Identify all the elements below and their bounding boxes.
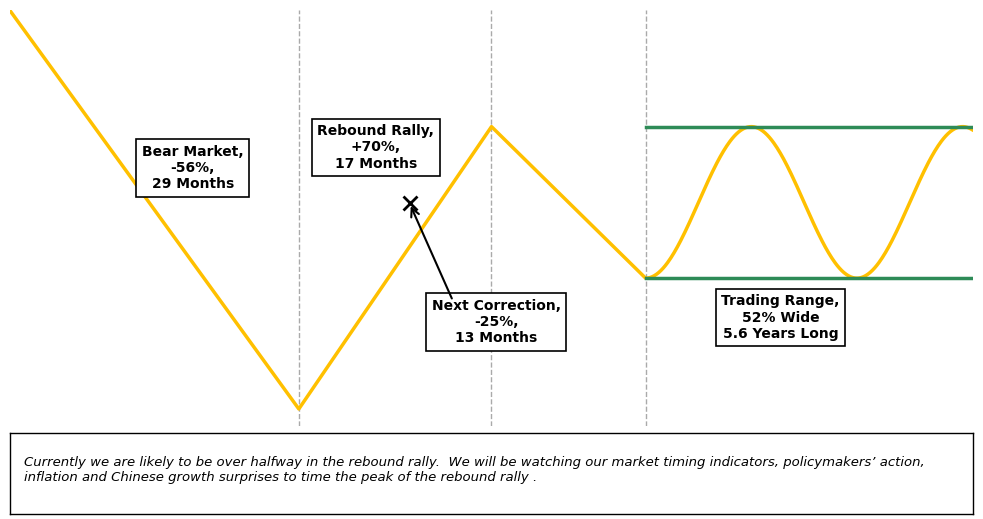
Text: Rebound Rally,
+70%,
17 Months: Rebound Rally, +70%, 17 Months [318,124,434,171]
Text: Bear Market,
-56%,
29 Months: Bear Market, -56%, 29 Months [143,145,244,192]
Text: Trading Range,
52% Wide
5.6 Years Long: Trading Range, 52% Wide 5.6 Years Long [722,294,839,341]
Text: Next Correction,
-25%,
13 Months: Next Correction, -25%, 13 Months [432,298,561,345]
Text: Currently we are likely to be over halfway in the rebound rally.  We will be wat: Currently we are likely to be over halfw… [25,456,925,484]
